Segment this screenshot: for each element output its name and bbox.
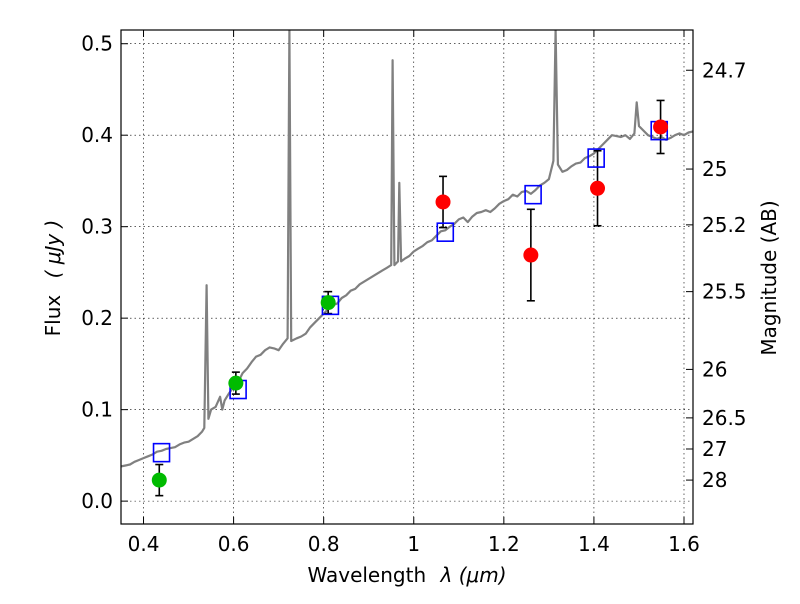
- tick-marks: [121, 30, 693, 524]
- y-axis-label-math: ( μJy ): [41, 220, 65, 279]
- y-tick-label-0: 0.0: [81, 489, 113, 513]
- x-tick-label-1: 0.6: [218, 532, 250, 556]
- optical-point-2: [320, 295, 336, 311]
- y2-tick-label-6: 27: [702, 437, 727, 461]
- x-axis-label: Wavelength λ (μm): [307, 563, 506, 587]
- plot-content: [121, 30, 693, 497]
- y2-axis-label: Magnitude (AB): [757, 200, 781, 355]
- y2-tick-label-3: 25.5: [702, 280, 747, 304]
- nir-point-3: [653, 119, 669, 135]
- y2-tick-label-1: 25: [702, 157, 727, 181]
- y2-tick-label-2: 25.2: [702, 213, 747, 237]
- x-tick-label-6: 1.6: [668, 532, 700, 556]
- x-axis-label-math: λ (μm): [440, 563, 507, 587]
- y2-tick-label-4: 26: [702, 357, 727, 381]
- nir-point-2: [590, 180, 606, 196]
- grid-lines: [121, 30, 693, 524]
- y2-tick-label-0: 24.7: [702, 58, 747, 82]
- model-point-5: [587, 148, 605, 168]
- optical-point-1: [228, 375, 244, 391]
- plot-frame: [120, 29, 694, 525]
- y-tick-label-4: 0.4: [81, 123, 113, 147]
- x-tick-label-3: 1: [407, 532, 420, 556]
- x-axis-label-text: Wavelength: [307, 563, 426, 587]
- optical-point-0: [151, 472, 167, 488]
- x-tick-label-0: 0.4: [128, 532, 160, 556]
- y-tick-label-2: 0.2: [81, 306, 113, 330]
- x-tick-label-4: 1.2: [488, 532, 520, 556]
- nir-point-1: [523, 247, 539, 263]
- nir-point-0: [435, 194, 451, 210]
- model-point-4: [524, 184, 542, 205]
- y-tick-label-5: 0.5: [81, 32, 113, 56]
- model-point-0: [152, 442, 171, 463]
- y-axis-label: Flux ( μJy ): [41, 220, 65, 337]
- x-tick-label-5: 1.4: [578, 532, 610, 556]
- y2-tick-label-5: 26.5: [702, 406, 747, 430]
- spectrum-line: [121, 30, 693, 468]
- y-axis-label-text: Flux: [41, 295, 65, 337]
- y-tick-label-1: 0.1: [81, 398, 113, 422]
- x-tick-label-2: 0.8: [308, 532, 340, 556]
- y-tick-label-3: 0.3: [81, 215, 113, 239]
- y2-tick-label-7: 28: [702, 468, 727, 492]
- model-point-3: [436, 222, 455, 242]
